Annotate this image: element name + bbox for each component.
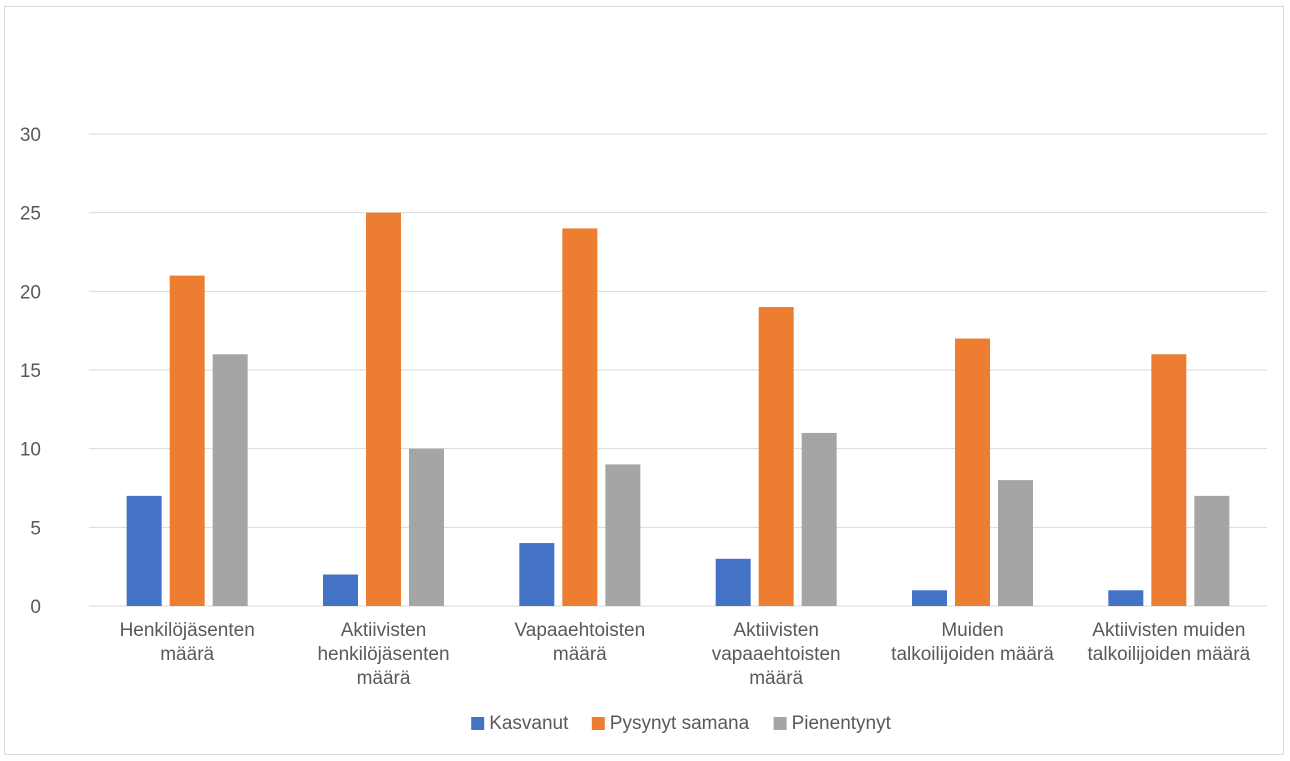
bar-kasvanut-2 — [519, 543, 555, 606]
bar-pysynyt-samana-5 — [1151, 354, 1187, 606]
x-category-line: määrä — [553, 644, 607, 665]
bar-pysynyt-samana-2 — [562, 228, 598, 606]
gridlines — [89, 133, 1267, 607]
bar-pienentynyt-0 — [212, 354, 248, 606]
bars — [126, 212, 1230, 606]
x-category-line: Muiden — [941, 620, 1003, 641]
legend-swatch-pienentynyt — [773, 717, 787, 730]
bar-kasvanut-3 — [715, 558, 751, 606]
x-category-label: Aktiivisten muiden talkoilijoiden määrä — [1088, 620, 1251, 665]
bar-kasvanut-1 — [323, 574, 358, 606]
bar-pienentynyt-4 — [998, 480, 1033, 606]
bar-pienentynyt-1 — [409, 448, 444, 606]
y-tick-label: 15 — [20, 361, 41, 382]
x-category-line: talkoilijoiden määrä — [891, 644, 1054, 665]
x-axis-categories: Henkilöjäsenten määrä Aktiivisten henkilöjä… — [120, 620, 1251, 689]
x-category-line: talkoilijoiden määrä — [1088, 644, 1251, 665]
x-category-label: Henkilöjäsenten määrä — [120, 620, 255, 665]
x-category-line: Aktiivisten — [341, 620, 427, 641]
chart-frame: 0 5 10 15 20 25 30 Henkilöjäsenten määrä Aktiivi… — [4, 6, 1284, 755]
y-tick-label: 10 — [20, 440, 41, 461]
y-tick-label: 0 — [30, 597, 41, 618]
bar-pysynyt-samana-4 — [955, 338, 990, 606]
x-category-label: Vapaaehtoisten määrä — [515, 620, 646, 665]
legend-swatch-pysynyt-samana — [591, 717, 605, 730]
legend-label: Pysynyt samana — [610, 713, 750, 734]
x-category-label: Aktiivisten vapaaehtoisten määrä — [712, 620, 841, 689]
x-category-line: henkilöjäsenten — [317, 644, 449, 665]
x-category-line: vapaaehtoisten — [712, 644, 841, 665]
x-category-label: Muiden talkoilijoiden määrä — [891, 620, 1054, 665]
x-category-line: määrä — [357, 668, 411, 689]
x-category-line: Henkilöjäsenten — [120, 620, 255, 641]
x-category-label: Aktiivisten henkilöjäsenten määrä — [317, 620, 449, 689]
legend-label: Pienentynyt — [792, 713, 892, 734]
x-category-line: Aktiivisten — [733, 620, 819, 641]
x-category-line: määrä — [749, 668, 803, 689]
y-axis-ticks: 0 5 10 15 20 25 30 — [20, 125, 41, 618]
bar-pysynyt-samana-1 — [366, 212, 401, 606]
bar-kasvanut-4 — [912, 590, 947, 606]
bar-pienentynyt-5 — [1194, 495, 1230, 606]
y-tick-label: 30 — [20, 125, 41, 146]
legend-label: Kasvanut — [489, 713, 569, 734]
legend: Kasvanut Pysynyt samana Pienentynyt — [471, 713, 892, 734]
bar-pienentynyt-3 — [801, 432, 837, 606]
y-tick-label: 5 — [30, 518, 41, 539]
y-tick-label: 20 — [20, 282, 41, 303]
bar-pysynyt-samana-0 — [169, 275, 205, 606]
bar-kasvanut-5 — [1108, 590, 1144, 606]
y-tick-label: 25 — [20, 204, 41, 225]
bar-pysynyt-samana-3 — [758, 307, 794, 606]
x-category-line: Vapaaehtoisten — [515, 620, 646, 641]
bar-pienentynyt-2 — [605, 464, 641, 606]
x-category-line: määrä — [160, 644, 214, 665]
legend-swatch-kasvanut — [471, 717, 485, 730]
x-category-line: Aktiivisten muiden — [1092, 620, 1245, 641]
bar-kasvanut-0 — [126, 495, 162, 606]
